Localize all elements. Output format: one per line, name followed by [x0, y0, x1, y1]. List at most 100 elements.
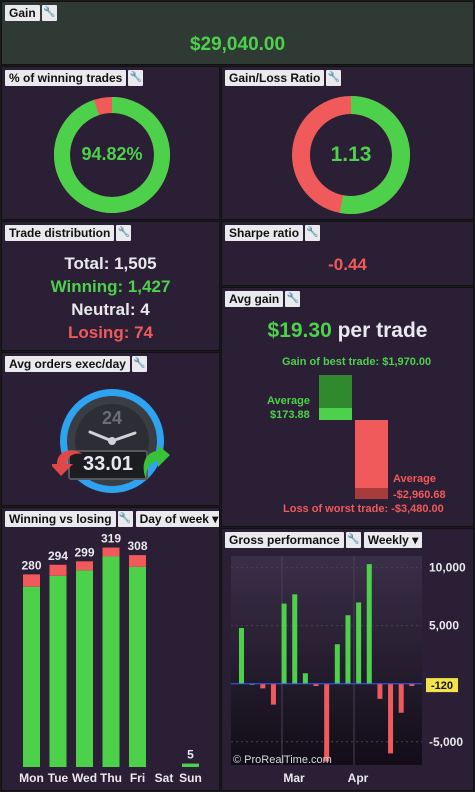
day-tick-label: Sun [179, 771, 202, 785]
gain-panel-header: Gain 🔧 [5, 5, 57, 21]
losing-trades: Losing: 74 [67, 323, 153, 342]
winning-pct-donut [54, 97, 170, 213]
period-dropdown[interactable]: Day of week ▾ [135, 511, 219, 527]
sharpe-panel: Sharpe ratio 🔧 -0.44 [221, 221, 474, 286]
performance-bar [281, 603, 287, 684]
performance-bar [388, 683, 394, 754]
performance-bar [292, 594, 298, 684]
gross-performance-panel: Gross performance 🔧 Weekly ▾ 10,000 5,000… [221, 528, 474, 791]
gain-value: $29,040.00 [189, 34, 286, 55]
avg-orders-header: Avg orders exec/day 🔧 [5, 356, 147, 372]
performance-bar [260, 683, 266, 689]
arrow-down-icon [52, 450, 82, 476]
wrench-icon[interactable]: 🔧 [128, 70, 144, 86]
losing-bar [23, 574, 40, 587]
winning-bar [182, 763, 199, 767]
gain-loss-panel: Gain/Loss Ratio 🔧 1.13 [221, 66, 474, 220]
winning-vs-losing-panel: Winning vs losing 🔧 Day of week ▾ 280 Mon… [1, 507, 220, 791]
trade-distribution-header: Trade distribution 🔧 [5, 225, 132, 241]
winning-bar [76, 570, 93, 767]
losing-bar [76, 561, 93, 571]
y-tick-label: -5,000 [429, 735, 463, 749]
wrench-icon[interactable]: 🔧 [345, 532, 361, 548]
gain-loss-donut [292, 96, 410, 214]
winning-bar [49, 575, 67, 767]
gain-loss-value: 1.13 [330, 143, 372, 166]
bar-total-label: 280 [21, 558, 41, 572]
avg-win-bar-range [319, 375, 352, 408]
gross-performance-title: Gross performance [225, 532, 344, 548]
wrench-icon[interactable]: 🔧 [285, 291, 301, 307]
gain-panel: Gain 🔧 $29,040.00 [1, 1, 474, 65]
performance-bar [398, 683, 404, 713]
gauge-dial-number: 24 [102, 408, 122, 428]
losing-bar [49, 564, 67, 576]
winning-vs-losing-title: Winning vs losing [5, 511, 116, 527]
avg-orders-value-box [68, 450, 148, 480]
x-tick-label: Mar [283, 771, 305, 785]
winning-trades: Winning: 1,427 [50, 277, 171, 296]
avg-loss-value: -$2,960.68 [393, 489, 446, 501]
performance-bar [356, 602, 362, 684]
winning-bar [23, 586, 40, 767]
avg-loss-bar [355, 420, 388, 488]
performance-bar [313, 683, 319, 687]
winning-vs-losing-chart: 280 Mon 294 Tue 299 Wed 319 Thu 308 Fri Sat 5 Sun [19, 534, 202, 785]
winning-pct-value: 94.82% [81, 144, 143, 164]
period-dropdown-label: Day of week [139, 512, 209, 526]
bar-total-label: 299 [74, 545, 94, 559]
avg-gain-header: Avg gain 🔧 [225, 291, 301, 307]
donut-winning-arc [54, 97, 170, 213]
wrench-icon[interactable]: 🔧 [326, 70, 342, 86]
sharpe-header: Sharpe ratio 🔧 [225, 225, 321, 241]
wrench-icon[interactable]: 🔧 [41, 5, 57, 21]
wrench-icon[interactable]: 🔧 [116, 225, 132, 241]
watermark: © ProRealTime.com [233, 754, 332, 766]
period-dropdown[interactable]: Weekly ▾ [363, 532, 423, 548]
neutral-trades: Neutral: 4 [71, 300, 150, 319]
sharpe-value: -0.44 [328, 255, 367, 274]
trade-distribution-title: Trade distribution [5, 225, 115, 241]
bar-total-label: 5 [187, 748, 194, 762]
day-tick-label: Tue [48, 771, 69, 785]
current-value-badge [426, 678, 458, 693]
gain-loss-title: Gain/Loss Ratio [225, 70, 325, 86]
worst-trade-label: Loss of worst trade: -$3,480.00 [283, 503, 444, 515]
avg-orders-value: 33.01 [82, 453, 134, 475]
day-tick-label: Mon [19, 771, 44, 785]
y-tick-label: 10,000 [429, 561, 466, 575]
performance-bar [324, 683, 330, 762]
avg-win-value: $173.88 [270, 409, 310, 421]
avg-orders-title: Avg orders exec/day [5, 356, 130, 372]
arrow-down-shape [52, 450, 82, 476]
clock-hub [108, 437, 116, 445]
avg-gain-title: Avg gain [225, 291, 284, 307]
day-tick-label: Wed [72, 771, 97, 785]
winning-pct-title: % of winning trades [5, 70, 127, 86]
chevron-down-icon: ▾ [212, 512, 219, 526]
wrench-icon[interactable]: 🔧 [117, 511, 133, 527]
trade-distribution-list: Total: 1,505 Winning: 1,427 Neutral: 4 L… [2, 252, 219, 344]
best-trade-label: Gain of best trade: $1,970.00 [282, 356, 432, 368]
avg-gain-headline: $19.30 per trade [222, 319, 473, 343]
bar-total-label: 319 [101, 534, 121, 546]
y-tick-label: 5,000 [429, 619, 459, 633]
winning-pct-panel: % of winning trades 🔧 94.82% [1, 66, 220, 220]
gain-title: Gain [5, 5, 40, 21]
chevron-down-icon: ▾ [412, 533, 419, 547]
bar-total-label: 294 [48, 549, 68, 563]
winning-pct-header: % of winning trades 🔧 [5, 70, 144, 86]
gain-loss-header: Gain/Loss Ratio 🔧 [225, 70, 342, 86]
performance-bar [345, 615, 351, 684]
gross-performance-header: Gross performance 🔧 Weekly ▾ [225, 532, 423, 548]
avg-loss-bar-range [355, 488, 388, 499]
performance-bar [302, 673, 308, 684]
donut-gain-arc [292, 96, 410, 214]
performance-bar [270, 683, 276, 705]
wrench-icon[interactable]: 🔧 [305, 225, 321, 241]
performance-bar [239, 627, 244, 684]
trade-distribution-panel: Trade distribution 🔧 Total: 1,505 Winnin… [1, 221, 220, 351]
wrench-icon[interactable]: 🔧 [131, 356, 147, 372]
avg-gain-suffix: per trade [337, 319, 428, 342]
day-tick-label: Thu [100, 771, 122, 785]
